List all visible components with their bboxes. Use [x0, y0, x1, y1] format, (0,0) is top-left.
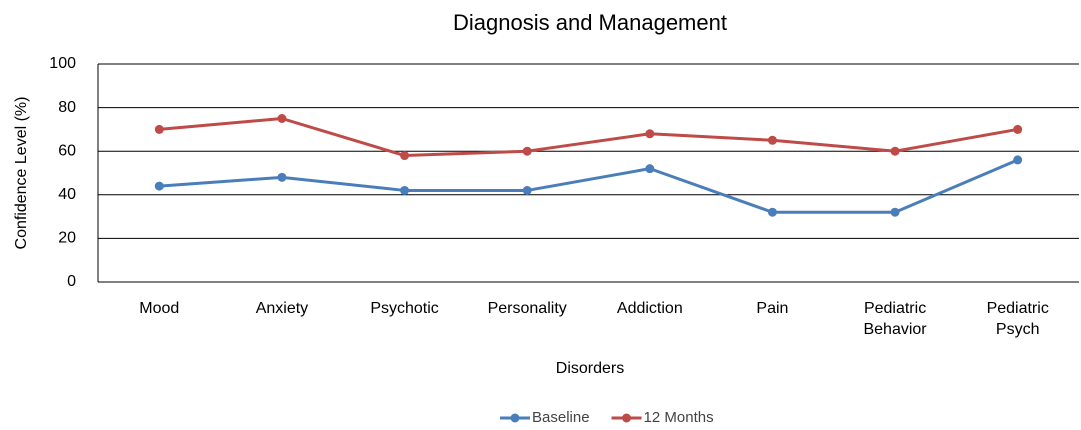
data-point — [890, 146, 900, 156]
y-tick-label: 100 — [49, 55, 76, 72]
data-point — [890, 207, 900, 217]
data-point — [154, 181, 164, 191]
x-tick-label: Pain — [756, 300, 789, 317]
y-tick-label: 0 — [67, 273, 76, 290]
data-point — [522, 146, 532, 156]
series-line — [159, 117, 1018, 158]
x-tick-label: Addiction — [616, 300, 683, 317]
y-tick-label: 40 — [58, 186, 76, 203]
data-point — [154, 124, 164, 134]
data-point — [522, 185, 532, 195]
y-tick-label: 80 — [58, 99, 76, 116]
x-axis-label: Disorders — [556, 360, 624, 377]
data-point — [645, 129, 655, 139]
x-tick-label: Anxiety — [255, 300, 309, 317]
x-tick-label: Psychotic — [370, 300, 439, 317]
data-point — [767, 207, 777, 217]
data-point — [277, 114, 287, 123]
data-point — [400, 185, 410, 195]
x-tick-label: Personality — [487, 300, 567, 317]
data-point — [767, 135, 777, 145]
y-tick-label: 60 — [58, 142, 76, 159]
x-tick-label: Pediatric Behavior — [863, 300, 927, 338]
data-point — [1013, 124, 1023, 134]
series-line — [159, 158, 1019, 214]
legend-label: Baseline — [532, 409, 590, 426]
y-tick-label: 20 — [58, 230, 76, 247]
y-axis-label: Confidence Level (%) — [13, 97, 30, 250]
data-point — [400, 151, 410, 161]
x-tick-label: Pediatric Psych — [986, 300, 1049, 338]
data-point — [1013, 155, 1023, 165]
legend-marker — [622, 413, 632, 423]
x-tick-label: Mood — [139, 300, 180, 317]
data-point — [645, 164, 655, 174]
chart-title: Diagnosis and Management — [453, 10, 727, 35]
data-point — [277, 172, 287, 182]
legend-label: 12 Months — [644, 409, 714, 426]
legend-marker — [510, 413, 520, 423]
